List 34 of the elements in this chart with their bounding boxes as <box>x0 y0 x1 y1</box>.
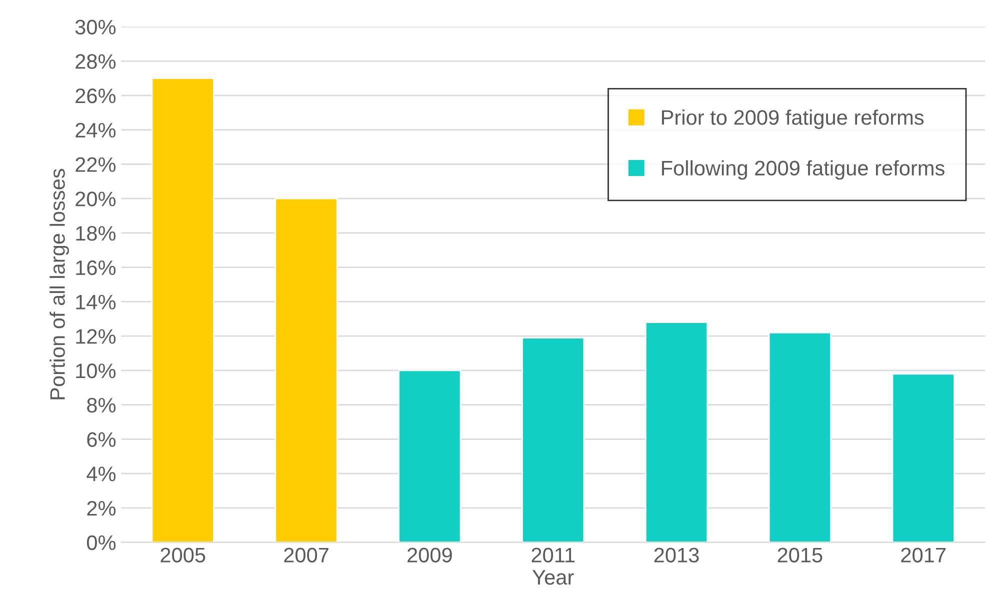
y-tick-label: 0% <box>86 535 116 550</box>
bar <box>644 322 708 542</box>
y-tick-label: 30% <box>75 20 116 35</box>
bar <box>768 332 832 542</box>
y-tick-label: 18% <box>76 226 116 241</box>
y-tick-label: 6% <box>87 432 116 447</box>
bar <box>398 370 462 542</box>
x-tick-label: 2015 <box>778 548 822 562</box>
y-tick-label: 12% <box>76 329 116 344</box>
y-tick-label: 20% <box>76 192 116 206</box>
y-tick-label: 4% <box>86 466 116 482</box>
y-tick-label: 16% <box>76 260 116 276</box>
x-tick-label: 2007 <box>284 548 328 562</box>
x-tick-label: 2013 <box>654 548 699 562</box>
y-axis-title: Portion of all large losses <box>50 168 70 400</box>
bar <box>274 198 338 542</box>
y-tick-label: 8% <box>87 398 116 413</box>
x-tick-label: 2009 <box>408 548 452 562</box>
x-tick-label: 2011 <box>532 548 574 562</box>
y-tick-label: 28% <box>76 54 116 69</box>
legend-label: Prior to 2009 fatigue reforms <box>662 110 924 129</box>
bar <box>522 337 585 542</box>
y-tick-label: 10% <box>76 363 116 378</box>
y-tick-label: 26% <box>76 88 116 104</box>
y-tick-label: 2% <box>87 500 116 516</box>
y-tick-label: 22% <box>76 157 116 172</box>
x-tick-label: 2017 <box>901 548 946 562</box>
y-tick-label: 14% <box>76 294 116 310</box>
legend-label: Following 2009 fatigue reforms <box>662 160 944 180</box>
x-tick-label: 2005 <box>160 548 206 562</box>
bar <box>892 373 955 542</box>
y-tick-label: 24% <box>76 122 116 138</box>
bar <box>151 78 214 542</box>
x-axis-title: Year <box>532 570 574 585</box>
